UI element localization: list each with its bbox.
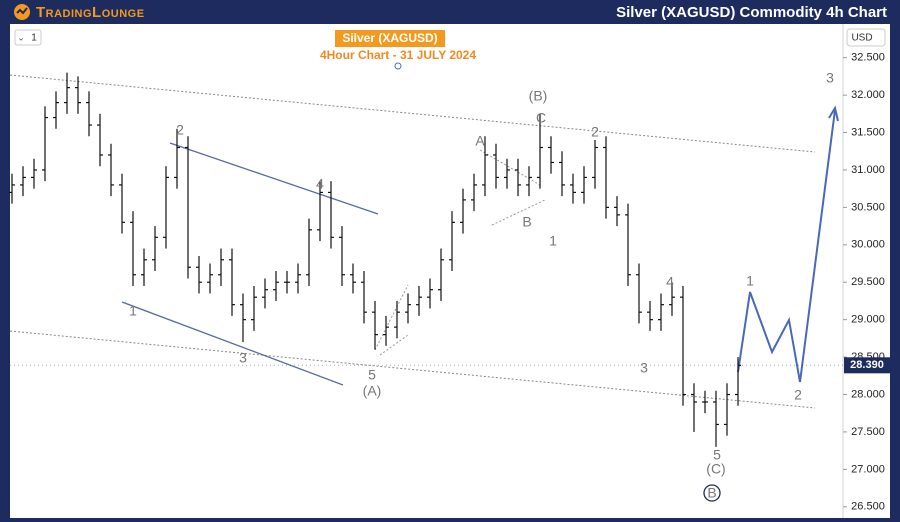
circle-marker: [703, 484, 721, 502]
wave-label: 2: [176, 122, 184, 138]
logo-mark: [16, 7, 28, 15]
plot-background: [10, 24, 890, 518]
wave-label: B: [707, 485, 716, 501]
y-tick-label: 29.500: [851, 276, 885, 288]
projection-arrow: [828, 105, 839, 122]
wave-label: 3: [239, 350, 247, 366]
y-tick-label: 32.000: [851, 89, 885, 101]
wave-label: A: [475, 133, 485, 149]
projection-path: [737, 109, 836, 383]
interval[interactable]: 1: [31, 33, 37, 44]
marker-dot: [394, 62, 402, 70]
wave-label: C: [536, 110, 546, 126]
wave-label: 4: [666, 274, 674, 290]
header-title: Silver (XAGUSD) Commodity 4h Chart: [616, 4, 887, 21]
chart-subtitle: 4Hour Chart - 31 JULY 2024: [320, 48, 476, 62]
price-bars: [9, 72, 741, 447]
wave-label: (B): [529, 88, 548, 104]
wave-label: 5: [713, 447, 721, 463]
interval-box[interactable]: [14, 29, 42, 46]
chart-title: Silver (XAGUSD): [342, 31, 437, 45]
channel-line: [9, 330, 816, 409]
y-tick-label: 31.500: [851, 126, 885, 138]
currency-box[interactable]: [846, 28, 886, 47]
wave-label: (C): [706, 461, 725, 477]
wedge-line: [374, 284, 409, 356]
interval-arrow: ⌄: [17, 32, 25, 42]
y-tick-label: 29.000: [851, 314, 885, 326]
wave-label: 5: [368, 367, 376, 383]
trend-line: [169, 142, 379, 215]
wave-label: 3: [826, 70, 834, 86]
wave-label: 1: [549, 233, 557, 249]
trend-line: [121, 301, 344, 386]
wave-label: 2: [794, 387, 802, 403]
y-tick-label: 26.500: [851, 501, 885, 513]
channel-line: [9, 74, 816, 153]
currency[interactable]: USD: [851, 33, 872, 44]
wave-label: B: [522, 214, 531, 230]
wave-label: 4: [316, 176, 324, 192]
wave-label: (A): [363, 383, 382, 399]
y-tick-label: 31.000: [851, 164, 885, 176]
y-tick-label: 32.500: [851, 52, 885, 64]
wave-label: 2: [591, 124, 599, 140]
wave-label: 1: [129, 303, 137, 319]
title-box: [335, 30, 445, 47]
wave-label: 3: [640, 360, 648, 376]
last-price-tag: [844, 357, 890, 374]
y-tick-label: 30.500: [851, 201, 885, 213]
y-tick-label: 27.000: [851, 463, 885, 475]
brand: TradingLounge: [36, 4, 145, 21]
y-tick-label: 30.000: [851, 239, 885, 251]
y-tick-label: 28.000: [851, 388, 885, 400]
last-price-label: 28.390: [850, 359, 884, 371]
y-tick-label: 27.500: [851, 426, 885, 438]
triangle-line: [479, 149, 546, 226]
wave-label: 1: [746, 273, 754, 289]
